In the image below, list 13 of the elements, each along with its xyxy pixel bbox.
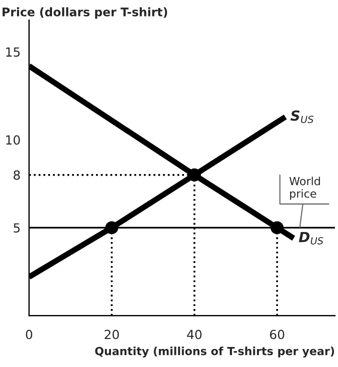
ref-line-label: World price [289,176,320,200]
y-tick-label: 5 [14,223,20,233]
x-tick-label: 40 [187,330,202,340]
x-axis-title: Quantity (millions of T-shirts per year) [95,346,334,358]
y-tick-label: 15 [6,47,20,57]
x-tick-label: 20 [104,330,119,340]
series-label: D$_{US}$ [298,232,324,244]
y-axis-title: Price (dollars per T-shirt) [2,7,168,19]
x-tick-label: 0 [26,330,32,340]
y-tick-label: 8 [14,170,20,180]
series-label: S$_{US}$ [290,110,314,124]
x-tick-label: 60 [270,330,284,340]
y-tick-label: 10 [6,135,20,145]
